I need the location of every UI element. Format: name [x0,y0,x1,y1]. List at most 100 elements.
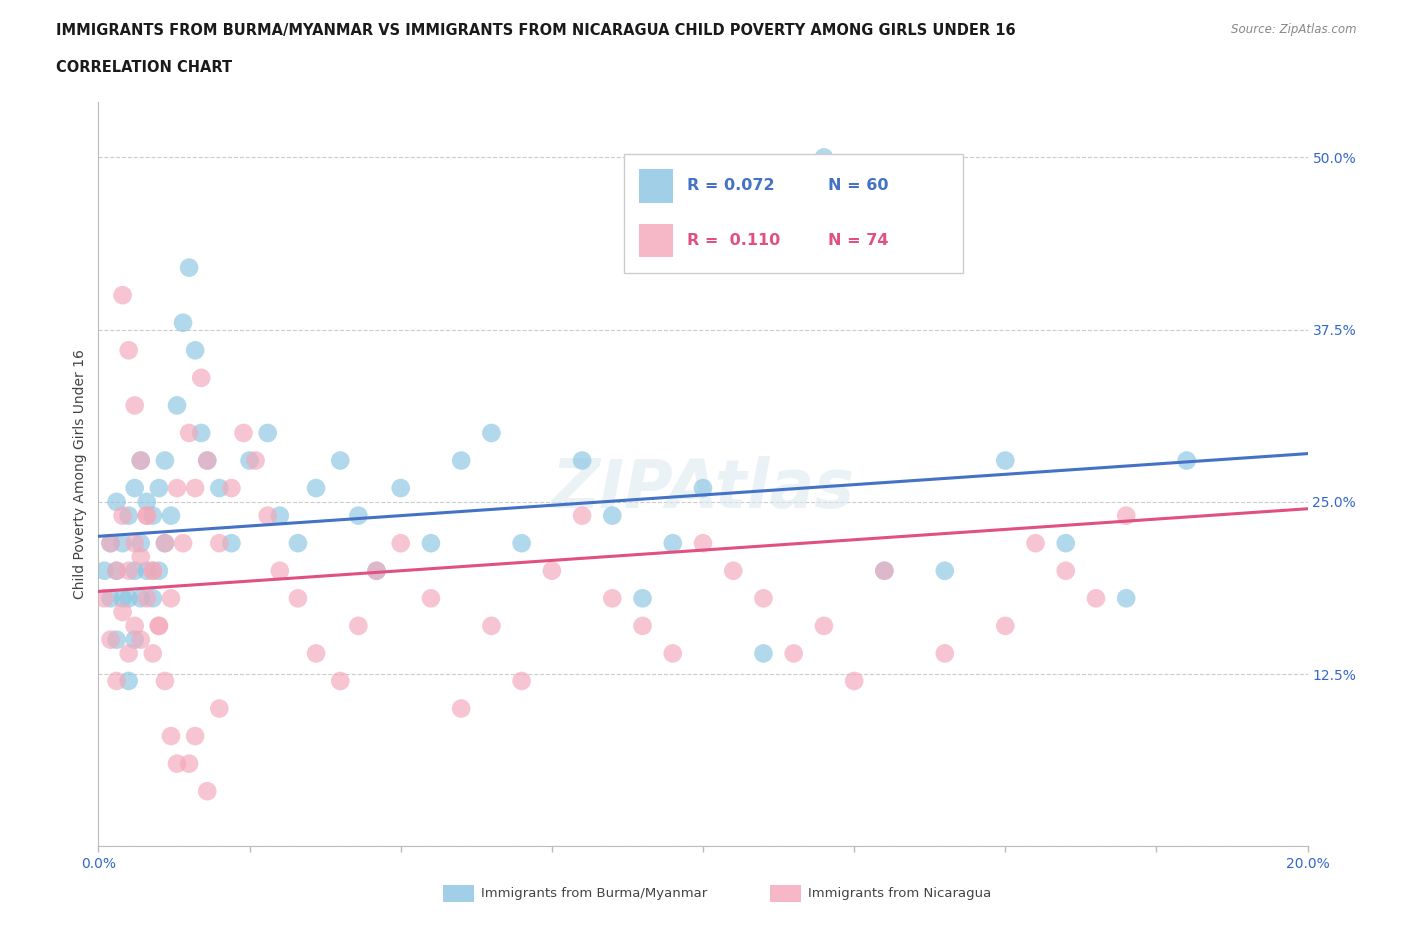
Text: Source: ZipAtlas.com: Source: ZipAtlas.com [1232,23,1357,36]
Point [160,508,183,523]
Point [389,536,412,551]
Point [148,564,170,578]
Point [135,508,157,523]
Point [129,550,152,565]
Point [366,564,388,578]
Point [166,756,188,771]
Point [631,591,654,605]
Point [287,536,309,551]
Text: ZIPAtlas: ZIPAtlas [551,457,855,522]
Point [148,618,170,633]
Point [692,481,714,496]
Point [419,536,441,551]
Point [245,453,267,468]
Point [419,591,441,605]
Point [1175,453,1198,468]
Point [124,536,146,551]
Point [994,453,1017,468]
Point [481,426,503,441]
Point [100,632,122,647]
Point [692,536,714,551]
Point [148,481,170,496]
Text: N = 74: N = 74 [828,233,889,248]
Point [129,536,152,551]
Point [329,453,352,468]
Point [195,784,218,799]
Point [100,536,122,551]
Point [118,564,141,578]
Point [118,591,141,605]
Point [135,591,157,605]
Point [105,673,128,688]
Point [305,481,328,496]
Point [571,453,593,468]
Point [287,591,309,605]
Point [93,564,115,578]
Point [813,150,835,165]
Point [177,260,201,275]
Bar [638,223,673,257]
Point [100,536,122,551]
Point [142,646,165,661]
Point [873,564,896,578]
Point [571,508,593,523]
Point [208,536,231,551]
Point [142,591,165,605]
Point [994,618,1017,633]
Point [232,426,254,441]
Point [481,618,503,633]
Point [135,495,157,510]
Point [1085,591,1108,605]
Point [721,564,744,578]
Point [934,646,956,661]
Bar [638,169,673,203]
Point [510,673,533,688]
Point [184,481,207,496]
Point [195,453,218,468]
Point [844,673,866,688]
Point [111,287,134,302]
Text: R = 0.072: R = 0.072 [688,179,775,193]
Point [208,481,231,496]
Point [166,481,188,496]
Point [1115,508,1137,523]
Text: IMMIGRANTS FROM BURMA/MYANMAR VS IMMIGRANTS FROM NICARAGUA CHILD POVERTY AMONG G: IMMIGRANTS FROM BURMA/MYANMAR VS IMMIGRA… [56,23,1017,38]
Point [329,673,352,688]
Point [129,453,152,468]
Point [631,618,654,633]
Point [208,701,231,716]
Point [160,728,183,743]
Point [160,591,183,605]
Point [190,370,212,385]
Point [510,536,533,551]
Point [934,564,956,578]
Point [124,481,146,496]
Point [111,536,134,551]
Point [221,481,243,496]
Point [1054,564,1077,578]
Point [602,591,624,605]
Point [111,604,134,619]
Point [100,591,122,605]
Point [135,508,157,523]
Point [142,564,165,578]
Point [256,508,278,523]
Point [1024,536,1046,551]
Point [148,618,170,633]
Point [105,632,128,647]
Point [118,508,141,523]
Point [105,495,128,510]
Point [269,564,291,578]
Point [118,673,141,688]
Point [450,701,472,716]
Point [602,508,624,523]
Point [118,343,141,358]
Y-axis label: Child Poverty Among Girls Under 16: Child Poverty Among Girls Under 16 [73,350,87,599]
FancyBboxPatch shape [624,154,963,273]
Point [129,632,152,647]
Text: N = 60: N = 60 [828,179,889,193]
Point [153,536,176,551]
Point [93,591,115,605]
Point [153,453,176,468]
Text: R =  0.110: R = 0.110 [688,233,780,248]
